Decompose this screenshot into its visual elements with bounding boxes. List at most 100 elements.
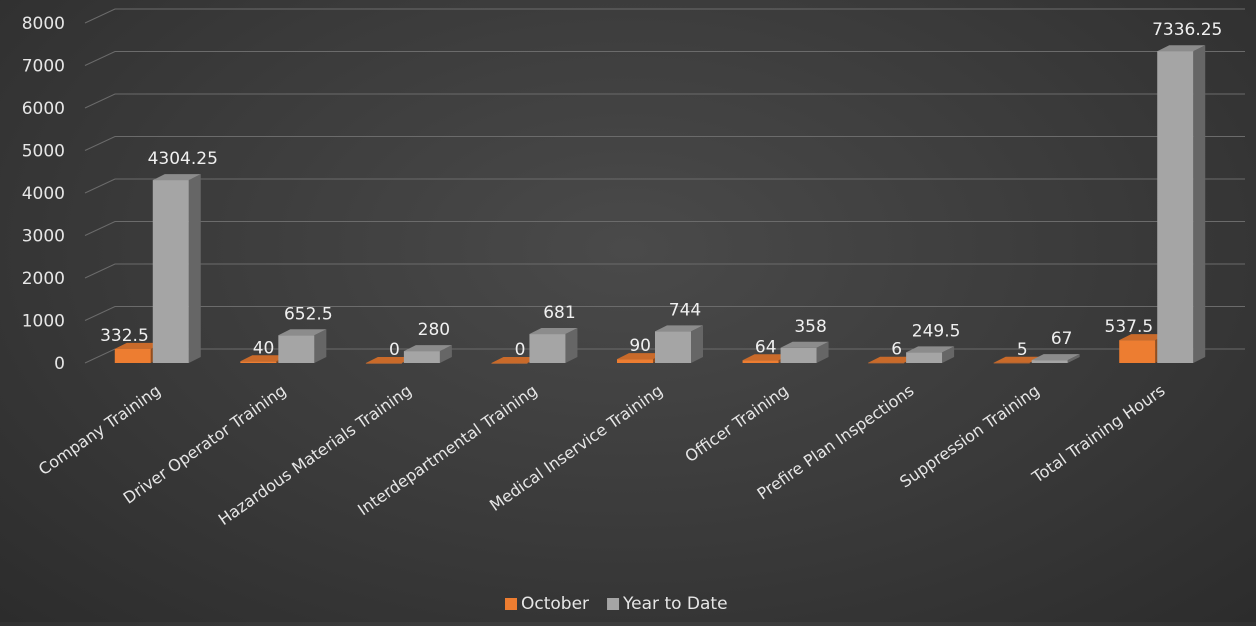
data-label: 0	[389, 340, 400, 360]
data-label: 4304.25	[148, 149, 218, 169]
bar-top	[1157, 45, 1206, 52]
bar-top	[365, 357, 414, 363]
bar-year-to-date	[780, 341, 829, 363]
bar-front	[240, 361, 277, 363]
bar-side	[314, 329, 327, 363]
data-label: 744	[669, 300, 701, 320]
x-tick-label: Officer Training	[681, 381, 791, 466]
data-label: 652.5	[284, 304, 333, 324]
data-label: 67	[1051, 329, 1073, 349]
y-tick-label: 1000	[22, 312, 65, 332]
bar-front	[529, 334, 566, 363]
x-tick-label: Total Training Hours	[1028, 381, 1169, 488]
bar-front	[152, 180, 189, 363]
bar-front	[1031, 360, 1068, 363]
bar-top	[278, 329, 327, 336]
bar-top	[1031, 354, 1080, 361]
bar-top	[152, 174, 201, 181]
legend-swatch	[505, 598, 517, 610]
data-label: 249.5	[912, 321, 961, 341]
bar-october	[491, 357, 540, 364]
bar-top	[993, 356, 1042, 363]
bar-side	[1193, 45, 1206, 363]
y-tick-label: 2000	[22, 269, 65, 289]
data-label: 5	[1017, 340, 1028, 360]
bar-side	[439, 345, 452, 363]
x-tick-label: Hazardous Materials Training	[215, 381, 415, 529]
gridline	[84, 136, 1245, 151]
bar-front	[906, 352, 943, 363]
bar-front	[365, 363, 402, 364]
bar-top	[491, 357, 540, 363]
data-labels: 332.5 4304.25 40 652.5 0 280 0 681 90 744 64 358 6 24…	[100, 20, 1222, 360]
data-label: 6	[891, 340, 902, 360]
data-label: 358	[794, 317, 826, 337]
bar-side	[942, 346, 955, 363]
gridline	[84, 51, 1245, 66]
data-label: 332.5	[100, 326, 149, 346]
legend-label: October	[521, 594, 589, 614]
data-label: 7336.25	[1152, 20, 1222, 40]
gridline	[84, 8, 1245, 24]
bar-front	[403, 351, 440, 363]
bar-top	[617, 353, 665, 360]
bar-top	[780, 341, 829, 348]
data-label: 0	[515, 340, 526, 360]
bar-year-to-date	[152, 174, 201, 363]
gridline	[84, 93, 1245, 109]
bar-top	[1119, 334, 1168, 341]
bar-year-to-date	[1157, 45, 1206, 363]
y-tick-label: 6000	[22, 99, 65, 119]
bar-top	[868, 356, 917, 363]
x-tick-label: Company Training	[35, 381, 164, 479]
bar-front	[114, 348, 151, 363]
gridline	[84, 306, 1245, 321]
bar-side	[188, 174, 201, 363]
gridline	[84, 178, 1245, 194]
y-tick-label: 5000	[22, 142, 65, 162]
bar-year-to-date	[403, 345, 452, 363]
bar-front	[491, 363, 528, 364]
legend-label: Year to Date	[622, 594, 728, 614]
bar-front	[742, 360, 779, 363]
bar-front	[617, 359, 653, 363]
bar-year-to-date	[529, 328, 578, 363]
data-label: 280	[418, 320, 450, 340]
data-label: 90	[629, 336, 651, 356]
bar-top	[240, 355, 289, 362]
gridlines	[84, 8, 1245, 364]
bar-october	[365, 357, 414, 364]
y-tick-label: 0	[54, 354, 65, 374]
bar-front	[868, 362, 905, 364]
bar-top	[742, 354, 791, 361]
y-tick-label: 7000	[22, 57, 65, 77]
legend-swatch	[607, 598, 620, 610]
bar-top	[114, 342, 163, 349]
bar-year-to-date	[906, 346, 955, 363]
y-tick-label: 4000	[22, 184, 65, 204]
bar-front	[655, 331, 691, 363]
bar-front	[1157, 51, 1194, 363]
bar-top	[906, 346, 955, 353]
bar-year-to-date	[278, 329, 327, 363]
y-tick-label: 8000	[22, 14, 65, 34]
bar-top	[655, 325, 703, 332]
bar-front	[1119, 340, 1156, 363]
bar-front	[993, 362, 1030, 364]
bar-front	[278, 335, 315, 363]
bar-side	[816, 341, 829, 363]
bar-year-to-date	[1031, 354, 1080, 363]
bar-year-to-date	[655, 325, 703, 363]
x-tick-label: Suppression Training	[896, 381, 1043, 492]
bar-side	[1067, 354, 1080, 363]
data-label: 537.5	[1105, 317, 1154, 337]
gridline	[84, 263, 1245, 279]
legend: October Year to Date	[505, 594, 728, 614]
bars	[114, 45, 1206, 364]
bar-side	[691, 325, 703, 363]
data-label: 40	[253, 338, 275, 358]
gridline	[84, 221, 1245, 236]
